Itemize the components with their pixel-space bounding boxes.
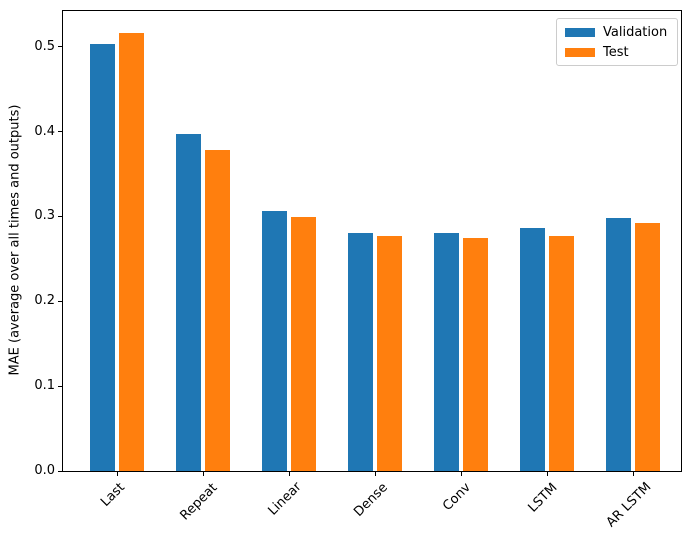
y-tick-mark-0.4: [58, 131, 62, 133]
bar-test-lstm: [549, 235, 575, 471]
legend-label-test: Test: [603, 44, 629, 60]
bar-test-ar-lstm: [635, 223, 661, 471]
y-tick-label-0.4: 0.4: [34, 123, 55, 139]
legend-item-test: Test: [565, 44, 667, 60]
y-tick-mark-0.1: [58, 385, 62, 387]
y-tick-mark-0.3: [58, 215, 62, 217]
x-tick-mark-dense: [375, 472, 377, 476]
y-tick-label-0.0: 0.0: [34, 463, 55, 478]
legend-swatch-validation: [565, 27, 595, 37]
y-tick-label-0.3: 0.3: [34, 208, 55, 224]
x-tick-label-ar-lstm: AR LSTM: [603, 480, 655, 531]
bar-validation-lstm: [520, 228, 546, 471]
plot-area: [62, 10, 682, 472]
x-tick-mark-ar-lstm: [633, 472, 635, 476]
bar-test-linear: [291, 217, 317, 471]
y-tick-mark-0.2: [58, 300, 62, 302]
x-tick-mark-lstm: [547, 472, 549, 476]
y-axis-label: MAE (average over all times and outputs): [7, 104, 23, 376]
x-tick-mark-last: [117, 472, 119, 476]
x-tick-label-last: Last: [98, 479, 129, 510]
x-tick-label-linear: Linear: [265, 479, 305, 520]
bar-test-conv: [463, 238, 489, 471]
y-tick-label-0.1: 0.1: [34, 378, 55, 394]
x-tick-mark-linear: [289, 472, 291, 476]
bar-validation-last: [90, 44, 116, 471]
y-tick-mark-0.5: [58, 46, 62, 48]
legend: Validation Test: [556, 18, 679, 66]
bar-validation-dense: [348, 233, 374, 471]
y-tick-label-0.2: 0.2: [34, 293, 55, 309]
x-tick-label-lstm: LSTM: [525, 480, 561, 516]
x-tick-label-dense: Dense: [351, 479, 392, 520]
bar-validation-conv: [434, 232, 460, 471]
y-tick-mark-0.0: [58, 470, 62, 472]
bar-test-repeat: [205, 150, 231, 471]
x-tick-label-repeat: Repeat: [177, 480, 221, 524]
legend-label-validation: Validation: [603, 24, 668, 40]
bar-test-last: [119, 33, 145, 471]
y-tick-label-0.5: 0.5: [34, 38, 55, 54]
legend-item-validation: Validation: [565, 24, 667, 40]
bar-validation-linear: [262, 211, 288, 471]
x-tick-mark-conv: [461, 472, 463, 476]
x-tick-label-conv: Conv: [440, 480, 475, 514]
x-tick-mark-repeat: [203, 472, 205, 476]
legend-swatch-test: [565, 47, 595, 57]
bar-validation-ar-lstm: [606, 218, 632, 471]
bar-validation-repeat: [176, 134, 202, 471]
bar-test-dense: [377, 235, 403, 471]
